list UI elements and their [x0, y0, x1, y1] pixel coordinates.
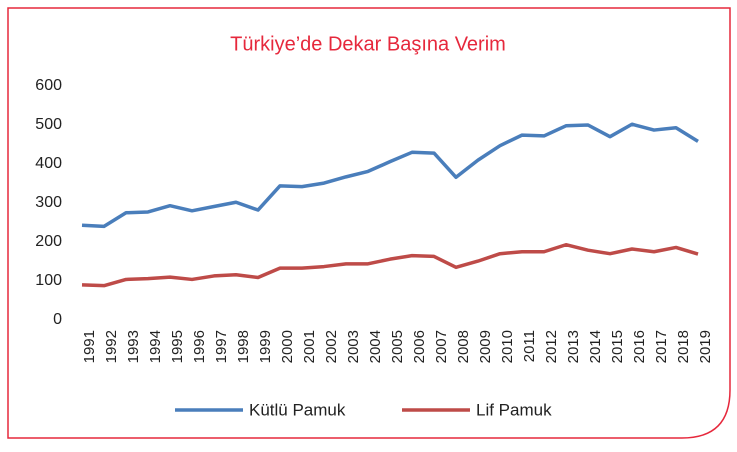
x-tick-label: 2019 — [697, 330, 714, 363]
x-tick-label: 1993 — [125, 330, 142, 363]
y-tick-label: 200 — [35, 233, 62, 250]
x-tick-label: 1994 — [147, 330, 164, 363]
x-tick-label: 2015 — [609, 330, 626, 363]
legend-label: Kütlü Pamuk — [249, 400, 346, 419]
y-tick-label: 400 — [35, 155, 62, 172]
x-tick-label: 1998 — [235, 330, 252, 363]
x-tick-label: 2001 — [301, 330, 318, 363]
x-tick-label: 1991 — [81, 330, 98, 363]
x-tick-label: 2010 — [499, 330, 516, 363]
x-tick-label: 2013 — [565, 330, 582, 363]
frame — [7, 7, 731, 439]
x-tick-label: 2012 — [543, 330, 560, 363]
x-tick-label: 2000 — [279, 330, 296, 363]
x-tick-label: 2006 — [411, 330, 428, 363]
x-tick-label: 1997 — [213, 330, 230, 363]
line — [81, 242, 699, 288]
x-tick-label: 2003 — [345, 330, 362, 363]
x-tick-label: 2011 — [521, 330, 538, 362]
x-tick-label: 1995 — [169, 330, 186, 363]
x-tick-label: 2018 — [675, 330, 692, 363]
legend-label: Lif Pamuk — [476, 400, 552, 419]
line — [81, 122, 699, 229]
x-tick-label: 2007 — [433, 330, 450, 363]
x-tick-label: 2008 — [455, 330, 472, 363]
y-tick-label: 300 — [35, 194, 62, 211]
chart-title: Türkiye’de Dekar Başına Verim — [230, 33, 506, 55]
y-tick-label: 500 — [35, 116, 62, 133]
x-tick-label: 2014 — [587, 330, 604, 363]
x-tick-label: 1992 — [103, 330, 120, 363]
x-tick-label: 2005 — [389, 330, 406, 363]
x-tick-label: 2017 — [653, 330, 670, 363]
y-tick-label: 600 — [35, 77, 62, 94]
x-tick-label: 2016 — [631, 330, 648, 363]
x-tick-label: 2009 — [477, 330, 494, 363]
x-tick-label: 2002 — [323, 330, 340, 363]
y-tick-label: 0 — [53, 311, 62, 328]
y-tick-label: 100 — [35, 272, 62, 289]
x-tick-label: 1996 — [191, 330, 208, 363]
x-tick-label: 2004 — [367, 330, 384, 363]
x-tick-label: 1999 — [257, 330, 274, 363]
